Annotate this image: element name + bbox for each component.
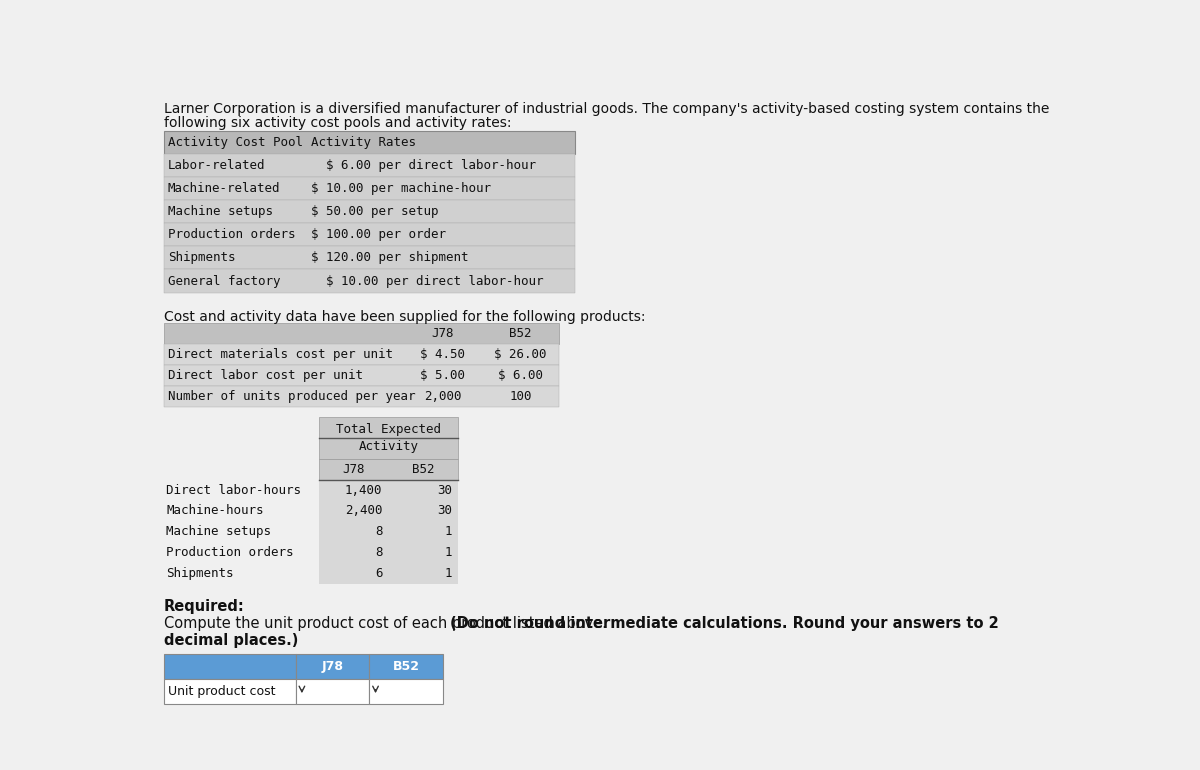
Text: 8: 8 [374, 546, 383, 559]
FancyBboxPatch shape [164, 521, 319, 542]
Text: Cost and activity data have been supplied for the following products:: Cost and activity data have been supplie… [164, 310, 646, 323]
Text: $ 10.00 per direct labor-hour: $ 10.00 per direct labor-hour [311, 275, 544, 287]
Text: Compute the unit product cost of each product listed above.: Compute the unit product cost of each pr… [164, 616, 612, 631]
Text: Machine-related: Machine-related [168, 182, 281, 195]
Text: (Do not round intermediate calculations. Round your answers to 2: (Do not round intermediate calculations.… [450, 616, 998, 631]
FancyBboxPatch shape [319, 480, 389, 500]
FancyBboxPatch shape [164, 386, 559, 407]
Text: Labor-related: Labor-related [168, 159, 265, 172]
FancyBboxPatch shape [389, 521, 458, 542]
Text: $ 10.00 per machine-hour: $ 10.00 per machine-hour [311, 182, 491, 195]
FancyBboxPatch shape [389, 563, 458, 584]
FancyBboxPatch shape [164, 679, 295, 704]
FancyBboxPatch shape [370, 679, 443, 704]
Text: Larner Corporation is a diversified manufacturer of industrial goods. The compan: Larner Corporation is a diversified manu… [164, 102, 1049, 115]
Text: J78: J78 [432, 327, 455, 340]
Text: 2,400: 2,400 [346, 504, 383, 517]
FancyBboxPatch shape [295, 654, 370, 679]
FancyBboxPatch shape [164, 246, 575, 270]
Text: Unit product cost: Unit product cost [168, 685, 275, 698]
FancyBboxPatch shape [389, 500, 458, 521]
FancyBboxPatch shape [164, 154, 575, 177]
FancyBboxPatch shape [164, 131, 575, 154]
Text: Required:: Required: [164, 599, 245, 614]
Text: $ 4.50: $ 4.50 [420, 348, 466, 361]
Text: 8: 8 [374, 525, 383, 538]
Text: 30: 30 [437, 484, 452, 497]
FancyBboxPatch shape [164, 542, 319, 563]
FancyBboxPatch shape [164, 500, 319, 521]
Text: $ 5.00: $ 5.00 [420, 369, 466, 382]
FancyBboxPatch shape [389, 542, 458, 563]
FancyBboxPatch shape [319, 417, 458, 459]
Text: 6: 6 [374, 567, 383, 580]
Text: B52: B52 [509, 327, 532, 340]
FancyBboxPatch shape [164, 480, 319, 500]
FancyBboxPatch shape [164, 365, 559, 386]
FancyBboxPatch shape [370, 654, 443, 679]
Text: Activity: Activity [359, 440, 419, 453]
Text: J78: J78 [322, 661, 343, 673]
FancyBboxPatch shape [319, 521, 389, 542]
Text: Direct labor cost per unit: Direct labor cost per unit [168, 369, 362, 382]
FancyBboxPatch shape [164, 344, 559, 365]
Text: $ 6.00: $ 6.00 [498, 369, 542, 382]
FancyBboxPatch shape [164, 223, 575, 246]
FancyBboxPatch shape [164, 270, 575, 293]
Text: 1: 1 [445, 546, 452, 559]
Text: Production orders: Production orders [168, 229, 295, 241]
FancyBboxPatch shape [164, 177, 575, 200]
Text: Activity Cost Pool: Activity Cost Pool [168, 136, 302, 149]
Text: B52: B52 [413, 463, 434, 476]
Text: Direct materials cost per unit: Direct materials cost per unit [168, 348, 392, 361]
FancyBboxPatch shape [164, 323, 559, 344]
FancyBboxPatch shape [389, 480, 458, 500]
Text: Machine-hours: Machine-hours [167, 504, 264, 517]
Text: $ 120.00 per shipment: $ 120.00 per shipment [311, 252, 469, 264]
Text: Number of units produced per year: Number of units produced per year [168, 390, 415, 403]
Text: $ 100.00 per order: $ 100.00 per order [311, 229, 446, 241]
Text: Total Expected: Total Expected [336, 424, 442, 437]
Text: B52: B52 [392, 661, 420, 673]
Text: 30: 30 [437, 504, 452, 517]
Text: 1,400: 1,400 [346, 484, 383, 497]
FancyBboxPatch shape [319, 500, 389, 521]
Text: 100: 100 [509, 390, 532, 403]
Text: $ 50.00 per setup: $ 50.00 per setup [311, 206, 439, 218]
Text: Shipments: Shipments [168, 252, 235, 264]
Text: Shipments: Shipments [167, 567, 234, 580]
Text: Machine setups: Machine setups [167, 525, 271, 538]
FancyBboxPatch shape [319, 563, 389, 584]
Text: Direct labor-hours: Direct labor-hours [167, 484, 301, 497]
Text: $ 26.00: $ 26.00 [494, 348, 547, 361]
FancyBboxPatch shape [164, 200, 575, 223]
FancyBboxPatch shape [164, 563, 319, 584]
Text: 2,000: 2,000 [425, 390, 462, 403]
Text: following six activity cost pools and activity rates:: following six activity cost pools and ac… [164, 116, 511, 129]
Text: decimal places.): decimal places.) [164, 633, 299, 648]
Text: Production orders: Production orders [167, 546, 294, 559]
Text: J78: J78 [342, 463, 365, 476]
FancyBboxPatch shape [164, 654, 295, 679]
FancyBboxPatch shape [319, 542, 389, 563]
Text: 1: 1 [445, 525, 452, 538]
Text: Activity Rates: Activity Rates [311, 136, 416, 149]
Text: Machine setups: Machine setups [168, 206, 272, 218]
Text: General factory: General factory [168, 275, 281, 287]
Text: 1: 1 [445, 567, 452, 580]
FancyBboxPatch shape [295, 679, 370, 704]
FancyBboxPatch shape [319, 459, 458, 480]
Text: $ 6.00 per direct labor-hour: $ 6.00 per direct labor-hour [311, 159, 536, 172]
